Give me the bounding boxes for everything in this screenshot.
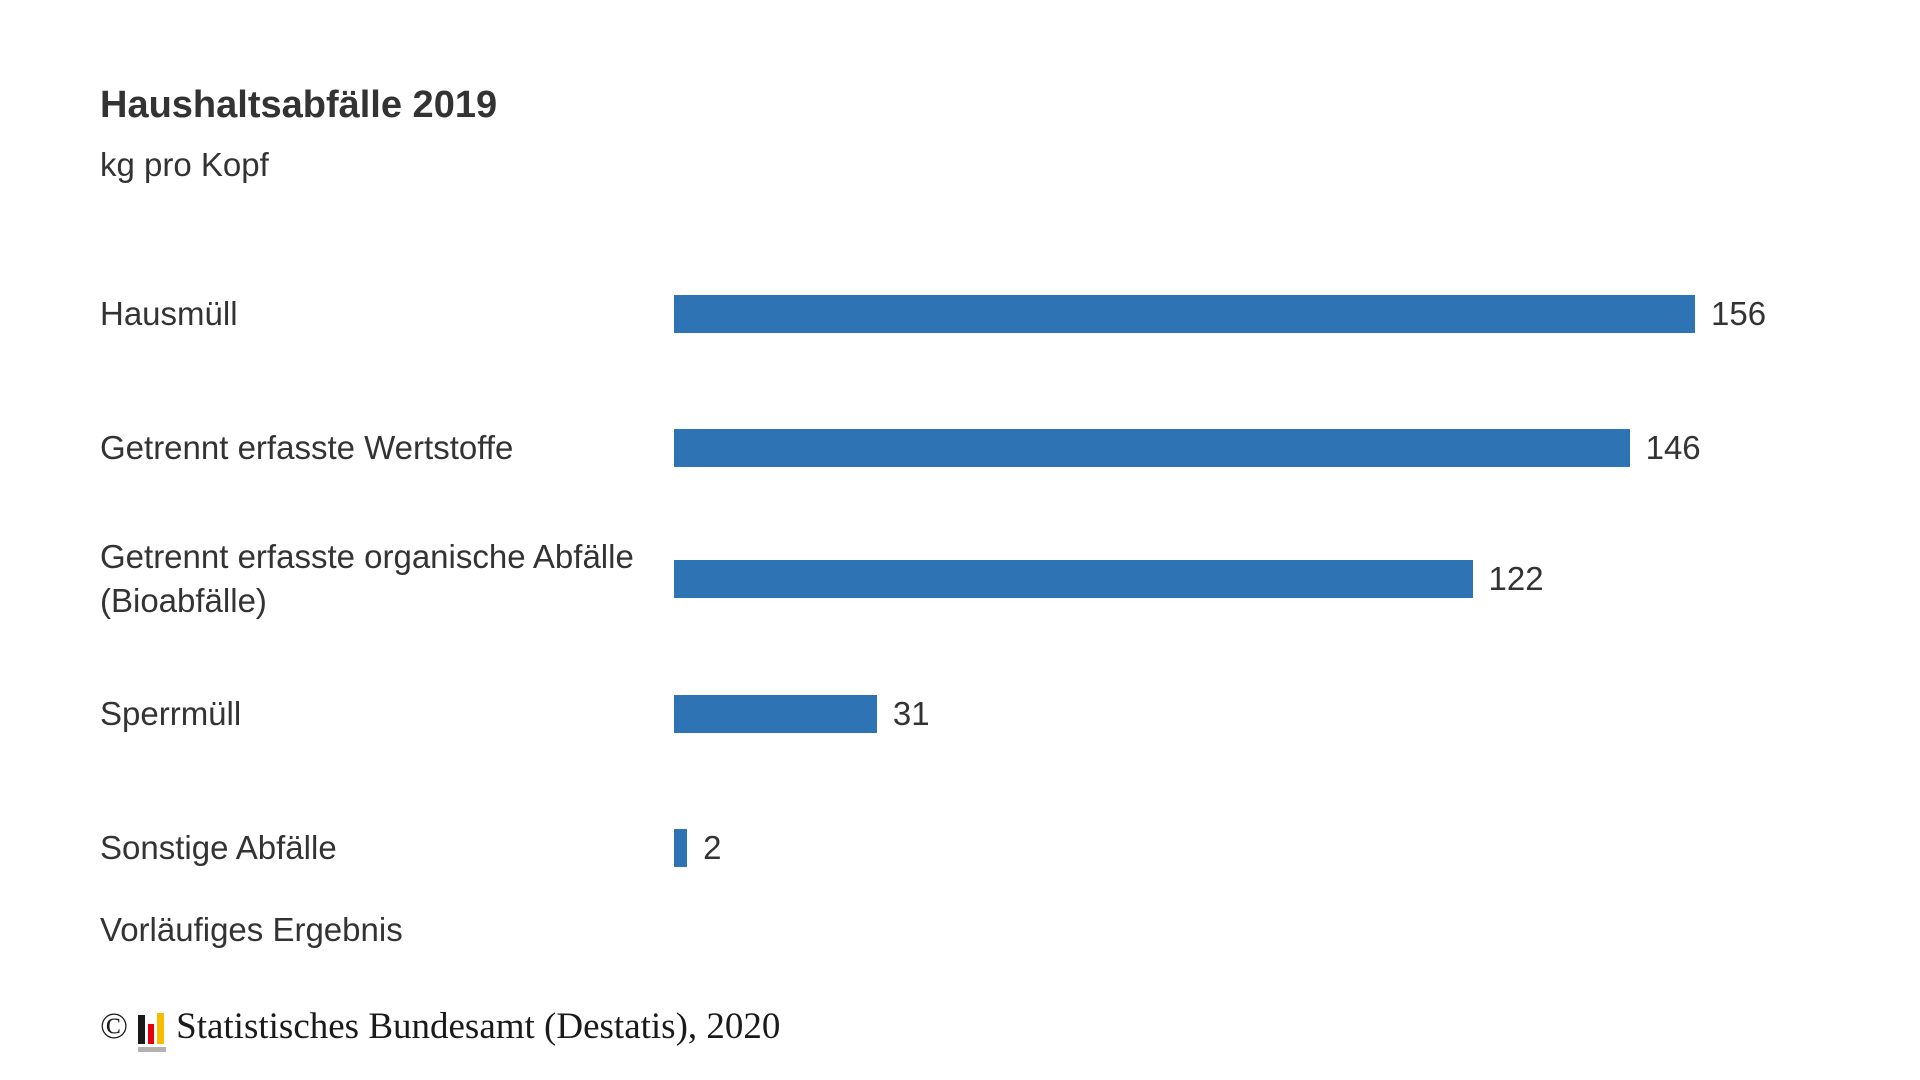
chart-title: Haushaltsabfälle 2019 xyxy=(100,84,498,126)
value-label: 146 xyxy=(1645,429,1701,466)
value-label: 122 xyxy=(1488,560,1544,597)
category-label: Sperrmüll xyxy=(100,695,242,733)
bar xyxy=(674,429,1630,467)
bar-row: Hausmüll 156 xyxy=(0,264,1920,364)
value-label: 2 xyxy=(703,829,722,866)
category-label: Hausmüll xyxy=(100,295,238,333)
category-label: Getrennt erfasste organische Abfälle (Bi… xyxy=(100,538,634,619)
logo-bar-red xyxy=(148,1023,155,1044)
value-label: 31 xyxy=(892,695,930,732)
bar xyxy=(674,695,877,733)
note-text: Vorläufiges Ergebnis xyxy=(100,911,403,948)
bar xyxy=(674,295,1695,333)
bar xyxy=(674,560,1473,598)
logo-bar-black xyxy=(138,1014,146,1044)
logo-bar-gold xyxy=(157,1012,165,1044)
bar xyxy=(674,829,688,867)
chart-subtitle: kg pro Kopf xyxy=(100,146,269,183)
copyright-symbol: © xyxy=(100,1006,129,1047)
category-label: Sonstige Abfälle xyxy=(100,829,337,867)
bar-row: Sonstige Abfälle 2 xyxy=(0,798,1920,898)
logo-baseline xyxy=(138,1046,167,1052)
source-line: © Statistisches Bundesamt (Destatis), 20… xyxy=(100,1005,781,1052)
destatis-logo-icon xyxy=(138,1012,167,1052)
bar-row: Getrennt erfasste organische Abfälle (Bi… xyxy=(0,529,1920,629)
source-text: Statistisches Bundesamt (Destatis), 2020 xyxy=(176,1006,781,1047)
category-label: Getrennt erfasste Wertstoffe xyxy=(100,429,514,467)
bar-row: Sperrmüll 31 xyxy=(0,664,1920,764)
value-label: 156 xyxy=(1711,295,1767,332)
bar-row: Getrennt erfasste Wertstoffe 146 xyxy=(0,398,1920,498)
